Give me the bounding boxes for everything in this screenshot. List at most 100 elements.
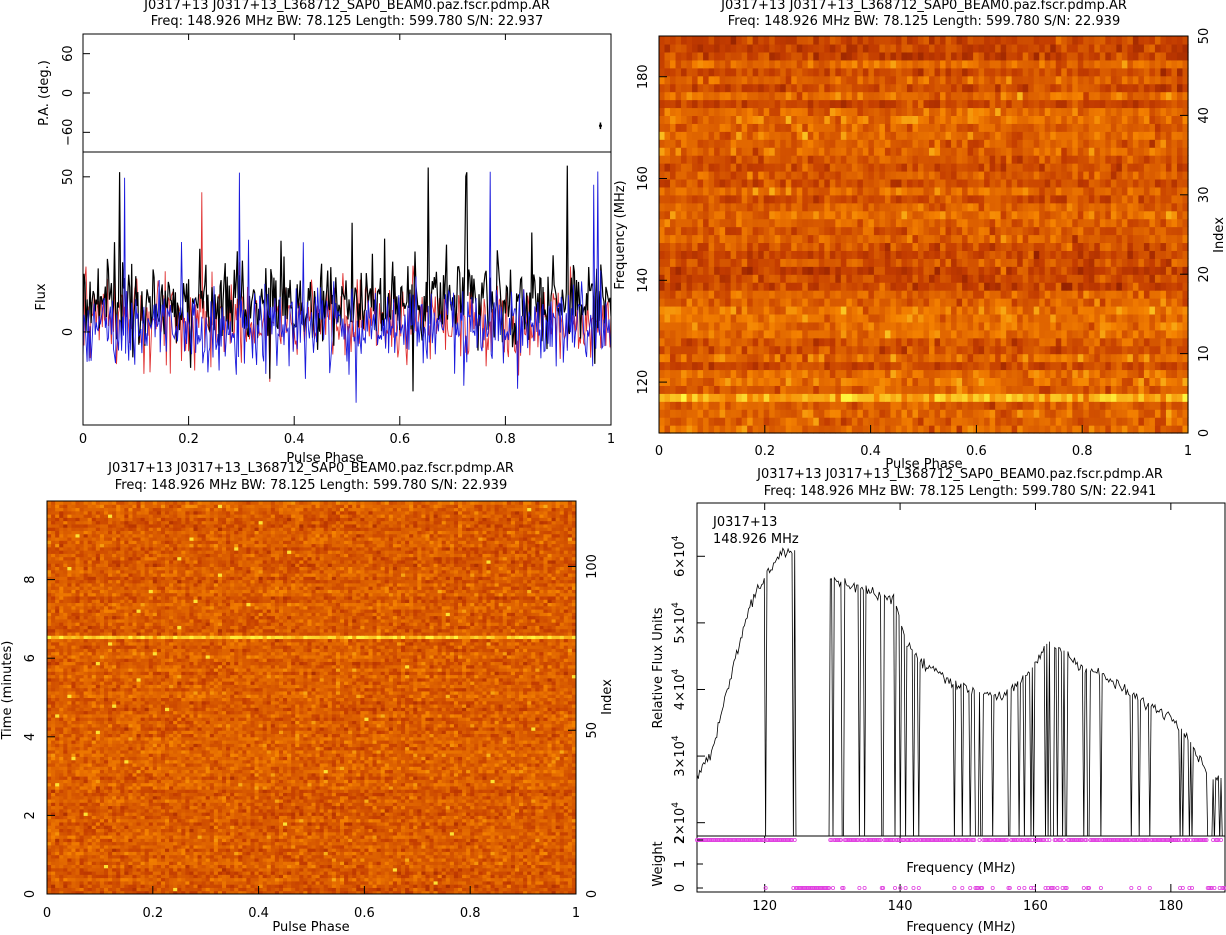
freqphase-cell: [1066, 59, 1073, 69]
freqphase-cell: [995, 170, 1002, 180]
freqphase-cell: [1154, 91, 1162, 101]
freqphase-cell: [719, 290, 726, 299]
freqphase-cell: [1028, 242, 1035, 251]
freqphase-cell: [675, 417, 682, 426]
freqphase-cell: [763, 75, 770, 85]
freqphase-cell: [901, 210, 908, 220]
freqphase-cell: [1105, 305, 1112, 315]
freqphase-cell: [895, 353, 903, 363]
freqphase-cell: [692, 99, 699, 109]
pa-ytick-label: −60: [61, 119, 76, 146]
freqphase-cell: [785, 226, 792, 236]
freqphase-cell: [956, 186, 963, 196]
freqphase-cell: [736, 425, 743, 434]
freqphase-cell: [1022, 329, 1029, 339]
freqphase-cell: [780, 194, 787, 204]
freqphase-cell: [752, 258, 759, 267]
freqphase-cell: [664, 123, 671, 132]
freqphase-cell: [791, 226, 798, 236]
freqphase-cell: [796, 353, 803, 363]
freqphase-cell: [1160, 147, 1167, 156]
freqphase-cell: [725, 409, 732, 418]
freqphase-cell: [1149, 155, 1156, 164]
freqphase-cell: [1072, 321, 1079, 331]
freqphase-cell: [659, 131, 666, 140]
freqphase-cell: [912, 107, 919, 116]
freqphase-cell: [1121, 139, 1128, 148]
freqphase-cell: [774, 409, 781, 418]
freqphase-cell: [1066, 91, 1073, 101]
freqphase-cell: [868, 115, 875, 124]
freqphase-cell: [664, 353, 671, 363]
freqphase-cell: [868, 91, 875, 101]
freqphase-cell: [774, 91, 781, 101]
freqphase-cell: [1033, 115, 1040, 124]
freqphase-cell: [802, 337, 809, 347]
freqphase-cell: [796, 377, 803, 386]
freqphase-cell: [752, 123, 759, 132]
freqphase-cell: [818, 36, 825, 45]
freqphase-cell: [703, 258, 710, 267]
freqphase-cell: [686, 51, 693, 61]
freqphase-cell: [1160, 250, 1167, 259]
freqphase-cell: [846, 242, 853, 251]
freqphase-cell: [796, 115, 803, 124]
freqphase-cell: [802, 282, 809, 291]
freqphase-cell: [725, 75, 732, 85]
freqphase-cell: [912, 170, 919, 180]
freqphase-cell: [973, 155, 980, 164]
freqphase-cell: [1066, 163, 1073, 172]
freqphase-cell: [692, 417, 699, 426]
timephase-cell: [474, 890, 479, 895]
freqphase-cell: [1127, 290, 1134, 299]
freqphase-cell: [675, 194, 682, 204]
freqphase-cell: [664, 274, 671, 283]
timephase-cell: [209, 890, 215, 895]
freqphase-cell: [675, 43, 682, 53]
freqphase-cell: [951, 83, 958, 93]
freqphase-cell: [752, 321, 759, 331]
freqphase-cell: [895, 266, 903, 275]
freqphase-cell: [1138, 377, 1145, 386]
freqphase-cell: [719, 178, 726, 188]
freqphase-cell: [681, 139, 688, 148]
freqphase-cell: [1055, 290, 1062, 299]
freqphase-cell: [1127, 186, 1134, 196]
freqphase-cell: [917, 369, 925, 379]
freqphase-cell: [862, 36, 869, 45]
freqphase-cell: [1083, 155, 1090, 164]
freqphase-cell: [1088, 139, 1095, 148]
freqphase-cell: [846, 194, 853, 204]
freqphase-cell: [1083, 377, 1090, 386]
freqphase-cell: [840, 401, 847, 410]
freqphase-cell: [780, 226, 787, 236]
freqphase-cell: [973, 242, 980, 251]
freqphase-cell: [840, 194, 847, 204]
freqphase-cell: [989, 298, 996, 307]
freqphase-cell: [1072, 170, 1079, 180]
freqphase-cell: [829, 401, 836, 410]
freqphase-cell: [697, 290, 704, 299]
freqphase-cell: [901, 282, 908, 291]
freqphase-cell: [1105, 123, 1112, 132]
freqphase-cell: [1154, 337, 1162, 347]
freqphase-cell: [1105, 51, 1112, 61]
freqphase-cell: [1176, 163, 1184, 172]
freqphase-cell: [714, 83, 721, 93]
freqphase-cell: [873, 369, 881, 379]
freqphase-cell: [829, 250, 836, 259]
profile-xticks: 0 0.2 0.4 0.6 0.8 1: [79, 34, 615, 447]
freqphase-cell: [813, 345, 820, 355]
freqphase-cell: [945, 178, 952, 188]
freqphase-cell: [1110, 266, 1117, 275]
freqphase-cell: [840, 67, 847, 77]
freqphase-cell: [1154, 385, 1162, 394]
freqphase-cell: [741, 59, 748, 69]
freqphase-cell: [1127, 83, 1134, 93]
freqphase-cell: [725, 131, 732, 140]
freqphase-cell: [1017, 178, 1024, 188]
freqphase-cell: [917, 321, 925, 331]
freqphase-cell: [995, 226, 1002, 236]
freqphase-cell: [923, 321, 930, 331]
freqphase-cell: [670, 99, 677, 109]
